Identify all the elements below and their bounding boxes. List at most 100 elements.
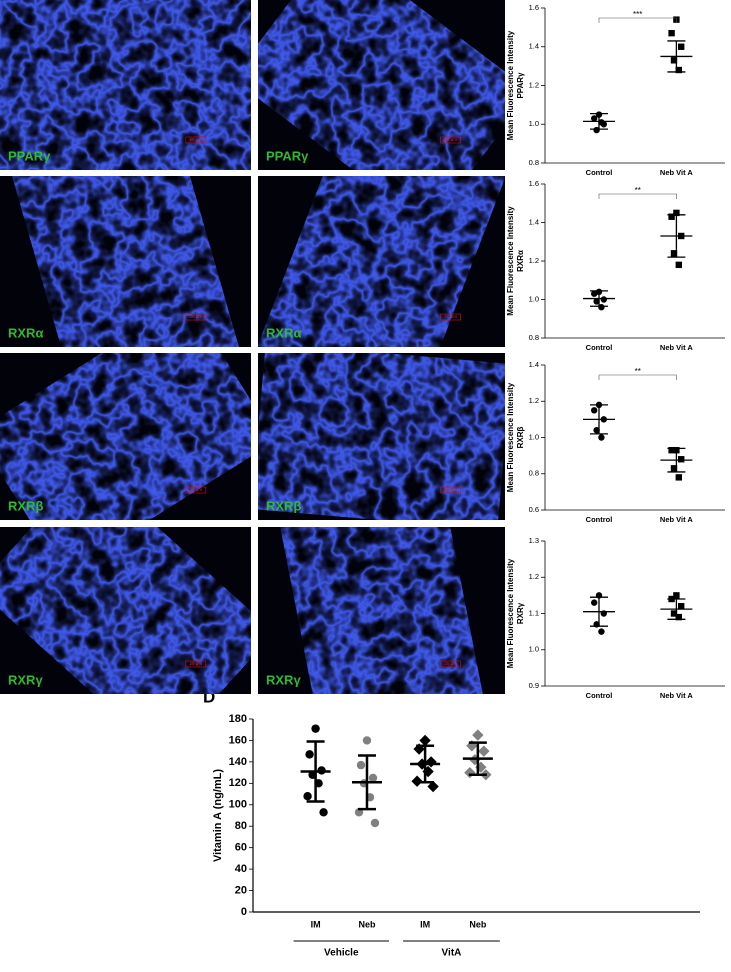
y-tick-label: 1.3 bbox=[529, 536, 539, 545]
error-bar bbox=[667, 447, 686, 473]
y-tick-label: 1.0 bbox=[529, 119, 539, 128]
data-point bbox=[673, 592, 680, 599]
micrograph: PPARγ 50 μm bbox=[0, 0, 251, 170]
y-tick-label: 180 bbox=[229, 713, 247, 725]
y-axis-label: RXRα bbox=[516, 250, 525, 272]
data-point bbox=[670, 57, 678, 64]
data-point bbox=[591, 407, 598, 414]
significance-label: *** bbox=[633, 10, 642, 19]
y-tick-label: 1.4 bbox=[529, 42, 539, 51]
micrograph-label: RXRβ bbox=[266, 498, 301, 513]
scale-bar-label: 20 μm bbox=[189, 314, 202, 319]
data-point bbox=[675, 261, 682, 269]
significance-bracket bbox=[598, 17, 677, 23]
data-point bbox=[370, 818, 380, 828]
x-tick-label: Control bbox=[586, 691, 613, 700]
data-point bbox=[600, 296, 607, 303]
micrograph-label: PPARγ bbox=[266, 148, 309, 163]
scale-bar-label: 20 μm bbox=[189, 487, 202, 492]
micrograph-label: RXRγ bbox=[8, 672, 43, 687]
group-label: Vehicle bbox=[324, 948, 359, 959]
data-point bbox=[670, 250, 678, 257]
error-bar bbox=[667, 40, 686, 73]
data-point bbox=[591, 599, 598, 606]
x-tick-label: Control bbox=[586, 168, 613, 177]
x-tick-label: Neb Vit A bbox=[660, 343, 694, 352]
micrograph-label: PPARγ bbox=[8, 148, 51, 163]
scale-bar-label: 50 μm bbox=[189, 137, 202, 142]
y-axis-label: PPARγ bbox=[516, 72, 525, 99]
y-axis-label: Vitamin A (ng/mL) bbox=[212, 769, 224, 862]
data-point bbox=[593, 427, 600, 434]
y-tick-label: 0.8 bbox=[529, 158, 539, 167]
error-bar bbox=[416, 744, 435, 784]
y-tick-label: 1.6 bbox=[529, 3, 539, 12]
data-point bbox=[598, 628, 605, 635]
x-tick-label: IM bbox=[311, 919, 321, 929]
x-tick-label: Neb Vit A bbox=[660, 168, 694, 177]
y-tick-label: 140 bbox=[229, 756, 247, 768]
data-point bbox=[319, 808, 328, 817]
significance-label: ** bbox=[635, 186, 641, 195]
data-point bbox=[675, 66, 682, 74]
y-tick-label: 100 bbox=[229, 799, 247, 811]
scale-bar-label: 20 μm bbox=[444, 314, 457, 319]
data-point bbox=[362, 736, 372, 745]
x-tick-label: Neb bbox=[469, 919, 487, 929]
scale-bar bbox=[440, 486, 461, 494]
error-bar bbox=[590, 404, 608, 435]
x-tick-label: IM bbox=[420, 919, 430, 929]
x-tick-label: Neb Vit A bbox=[660, 515, 694, 524]
y-tick-label: 0 bbox=[241, 906, 247, 918]
scale-bar bbox=[185, 136, 207, 144]
y-tick-label: 0.9 bbox=[529, 681, 539, 690]
y-axis-label: Mean Fluorescence Intensity bbox=[506, 30, 515, 140]
micrograph: RXRγ 20 μm bbox=[0, 527, 251, 694]
data-point bbox=[675, 474, 682, 481]
y-tick-label: 1.6 bbox=[529, 179, 539, 188]
y-tick-label: 80 bbox=[235, 820, 247, 832]
y-tick-label: 1.0 bbox=[529, 645, 539, 654]
group-label: VitA bbox=[442, 948, 462, 959]
y-tick-label: 120 bbox=[229, 777, 247, 789]
y-tick-label: 0.8 bbox=[529, 469, 539, 478]
y-axis-label: Mean Fluorescence Intensity bbox=[506, 558, 515, 668]
y-axis-label: Mean Fluorescence Intensity bbox=[506, 206, 515, 316]
micrograph: RXRα 20 μm bbox=[0, 176, 251, 347]
data-point bbox=[368, 773, 378, 783]
micrograph-tissue bbox=[0, 527, 251, 694]
micrograph: RXRα 20 μm bbox=[258, 176, 505, 347]
y-tick-label: 1.2 bbox=[529, 80, 539, 89]
y-tick-label: 60 bbox=[235, 842, 247, 854]
y-axis-label: RXRβ bbox=[516, 427, 525, 449]
data-point bbox=[422, 765, 434, 778]
data-point bbox=[678, 43, 685, 50]
significance-label: ** bbox=[635, 367, 641, 376]
data-point bbox=[419, 734, 431, 747]
y-axis-label: Mean Fluorescence Intensity bbox=[506, 382, 515, 492]
y-tick-label: 160 bbox=[229, 734, 247, 746]
micrograph-tissue bbox=[0, 353, 251, 520]
data-point bbox=[670, 610, 678, 617]
y-tick-label: 1.2 bbox=[529, 256, 539, 265]
data-point bbox=[427, 780, 439, 793]
micrograph: RXRβ 20 μm bbox=[258, 353, 505, 520]
micrograph-tissue bbox=[275, 527, 488, 694]
data-point bbox=[673, 209, 680, 217]
y-tick-label: 1.0 bbox=[529, 432, 539, 441]
micrograph-tissue bbox=[258, 353, 505, 520]
y-tick-label: 1.2 bbox=[529, 572, 539, 581]
data-point bbox=[591, 290, 598, 297]
y-tick-label: 0.8 bbox=[529, 333, 539, 342]
scale-bar bbox=[440, 136, 461, 144]
micrograph-label: RXRβ bbox=[8, 498, 43, 513]
scale-bar bbox=[185, 313, 207, 321]
data-point bbox=[668, 446, 675, 454]
x-tick-label: Control bbox=[586, 343, 613, 352]
error-bar bbox=[590, 596, 608, 627]
micrograph-label: RXRγ bbox=[266, 672, 301, 687]
micrograph-tissue bbox=[258, 176, 505, 347]
data-point bbox=[668, 29, 675, 37]
